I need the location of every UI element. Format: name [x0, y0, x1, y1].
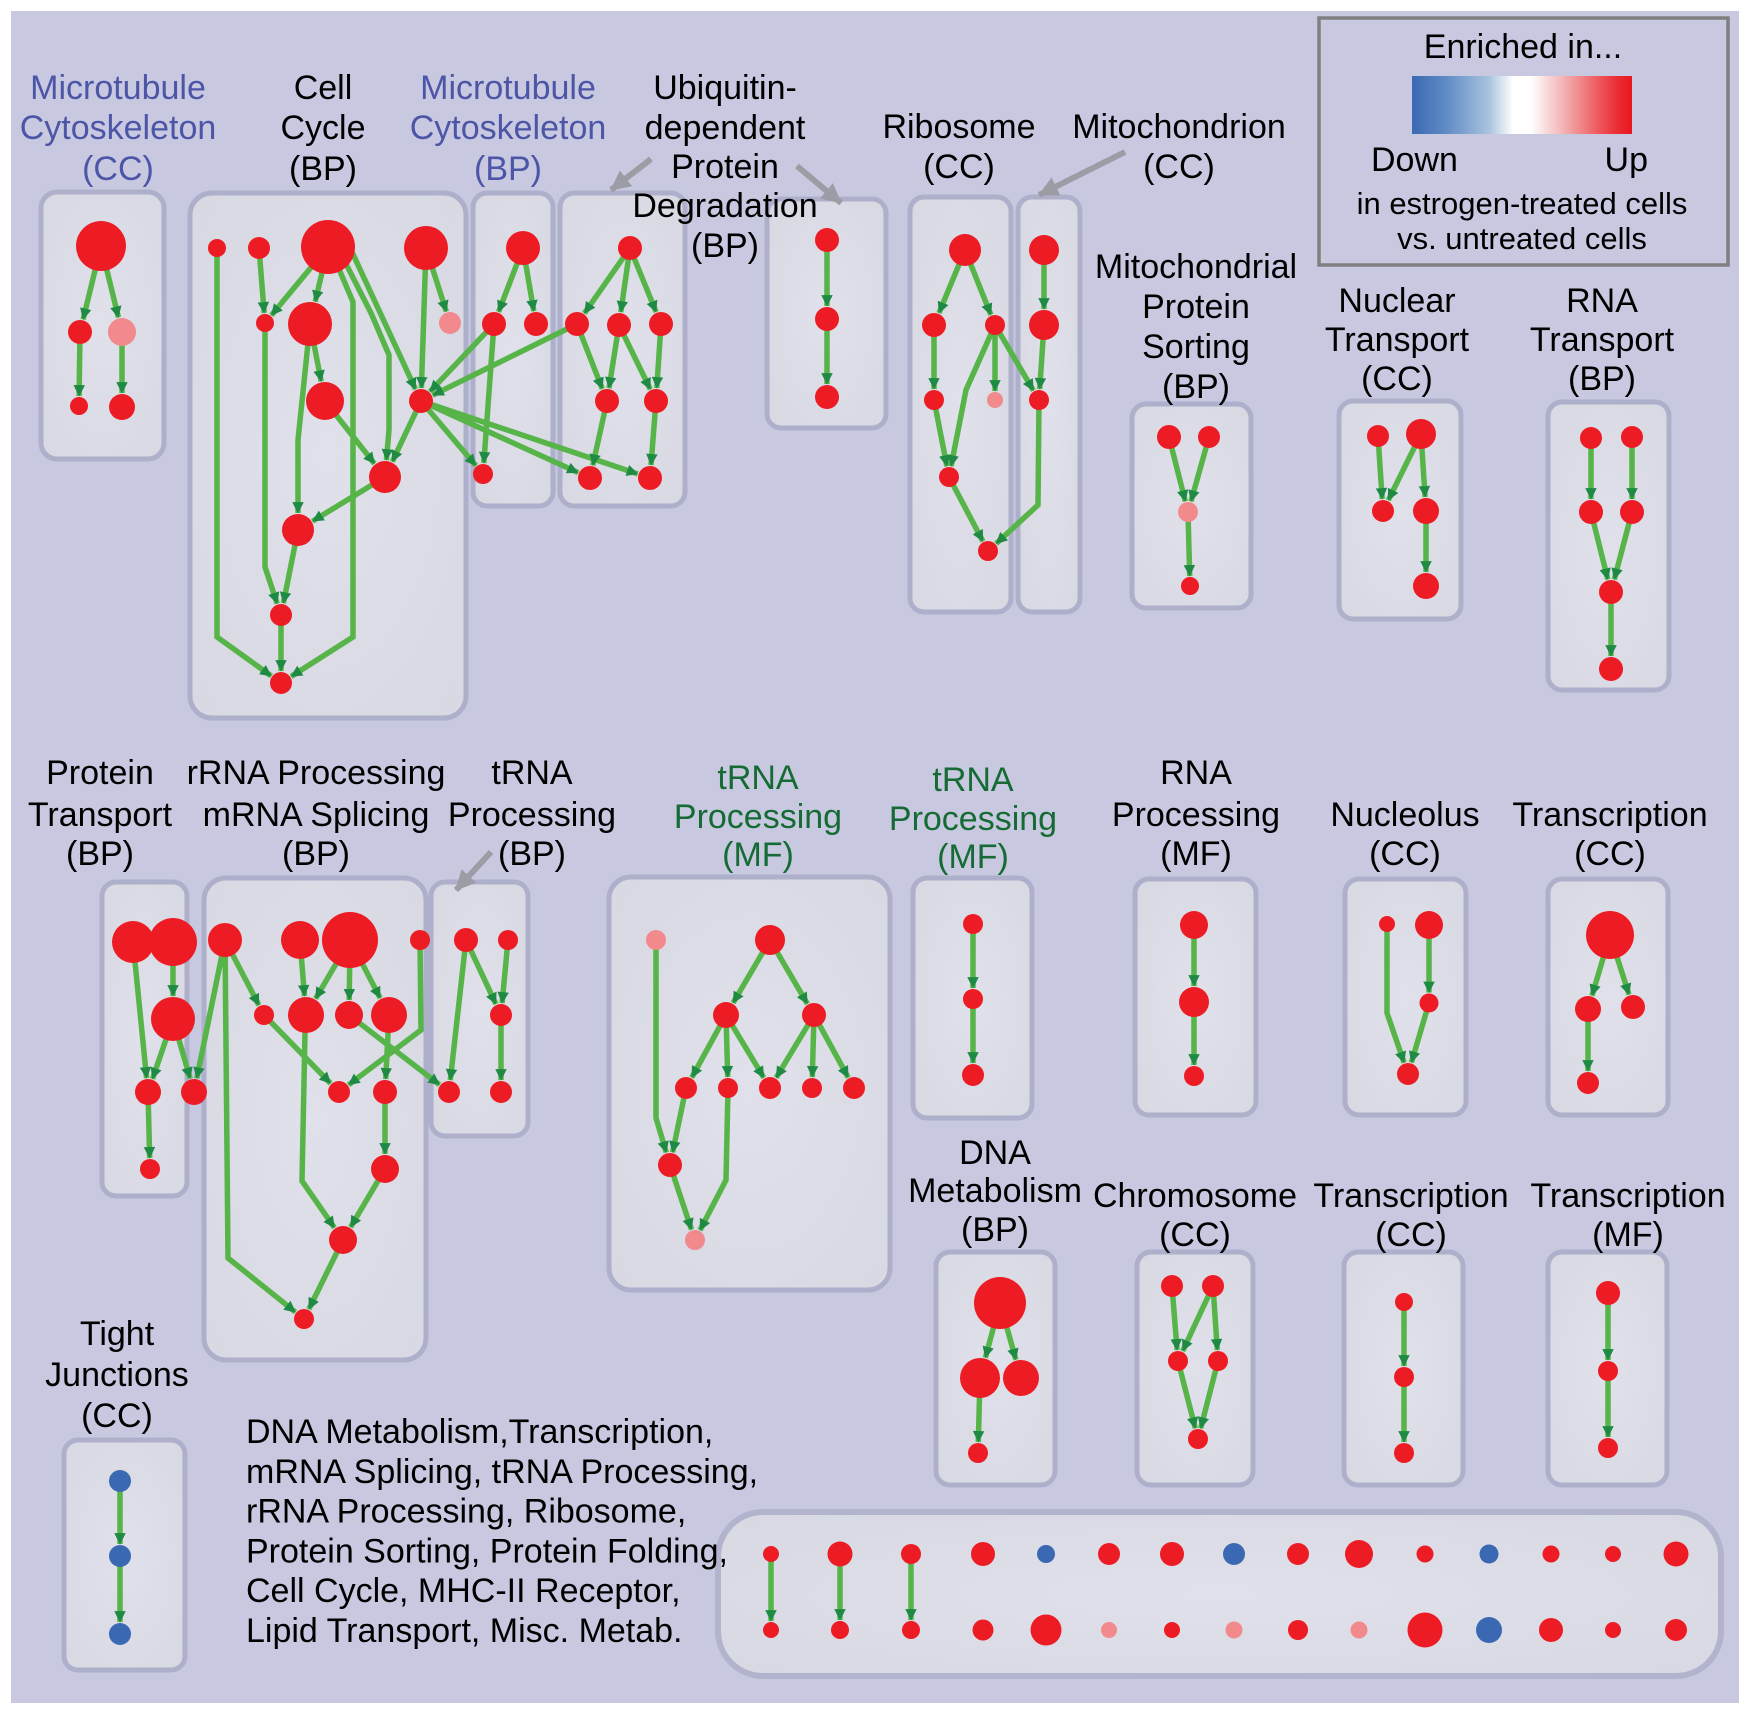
svg-text:(BP): (BP)	[282, 835, 350, 873]
svg-text:Protein: Protein	[671, 148, 779, 186]
svg-text:Processing: Processing	[674, 798, 842, 836]
svg-text:Sorting: Sorting	[1142, 328, 1250, 366]
svg-text:Protein: Protein	[1142, 288, 1250, 326]
svg-text:Ribosome: Ribosome	[882, 108, 1035, 146]
svg-text:Enriched in...: Enriched in...	[1424, 28, 1622, 66]
svg-text:Tight: Tight	[80, 1315, 155, 1353]
svg-text:(CC): (CC)	[923, 148, 995, 186]
svg-text:tRNA: tRNA	[932, 761, 1014, 799]
svg-text:Microtubule: Microtubule	[30, 69, 206, 107]
svg-text:Transport: Transport	[1530, 321, 1675, 359]
svg-text:rRNA Processing, Ribosome,: rRNA Processing, Ribosome,	[246, 1493, 686, 1531]
svg-text:(CC): (CC)	[1369, 835, 1441, 873]
svg-text:Cytoskeleton: Cytoskeleton	[20, 109, 217, 147]
svg-text:Protein Sorting, Protein Foldi: Protein Sorting, Protein Folding,	[246, 1532, 728, 1570]
svg-text:(MF): (MF)	[1160, 835, 1232, 873]
svg-text:Lipid Transport, Misc. Metab.: Lipid Transport, Misc. Metab.	[246, 1612, 683, 1650]
svg-text:(MF): (MF)	[722, 836, 794, 874]
svg-text:Metabolism: Metabolism	[908, 1172, 1082, 1210]
svg-text:DNA Metabolism,Transcription,: DNA Metabolism,Transcription,	[246, 1413, 713, 1451]
svg-text:Transcription: Transcription	[1530, 1177, 1725, 1215]
svg-text:Protein: Protein	[46, 754, 154, 792]
svg-text:Degradation: Degradation	[632, 187, 817, 225]
svg-text:(BP): (BP)	[691, 227, 759, 265]
svg-text:(BP): (BP)	[961, 1211, 1029, 1249]
svg-text:Nuclear: Nuclear	[1338, 282, 1455, 320]
svg-text:DNA: DNA	[959, 1134, 1031, 1172]
svg-text:(BP): (BP)	[289, 150, 357, 188]
svg-text:Cell Cycle, MHC-II Receptor,: Cell Cycle, MHC-II Receptor,	[246, 1572, 681, 1610]
svg-text:Cycle: Cycle	[280, 109, 365, 147]
svg-text:Up: Up	[1605, 141, 1648, 179]
svg-text:vs. untreated cells: vs. untreated cells	[1397, 221, 1647, 256]
svg-text:(CC): (CC)	[1143, 148, 1215, 186]
svg-text:(BP): (BP)	[498, 835, 566, 873]
svg-text:Transport: Transport	[1325, 321, 1470, 359]
svg-text:Transcription: Transcription	[1512, 796, 1707, 834]
svg-text:rRNA Processing: rRNA Processing	[187, 754, 446, 792]
svg-text:(CC): (CC)	[82, 150, 154, 188]
svg-text:(BP): (BP)	[1568, 360, 1636, 398]
svg-text:Junctions: Junctions	[45, 1356, 189, 1394]
svg-text:tRNA: tRNA	[717, 759, 799, 797]
svg-text:Processing: Processing	[448, 796, 616, 834]
svg-text:Mitochondrion: Mitochondrion	[1072, 108, 1286, 146]
svg-text:Transport: Transport	[28, 796, 173, 834]
svg-text:(CC): (CC)	[1159, 1216, 1231, 1254]
svg-text:Transcription: Transcription	[1313, 1177, 1508, 1215]
svg-text:mRNA Splicing: mRNA Splicing	[203, 796, 430, 834]
svg-text:Microtubule: Microtubule	[420, 69, 596, 107]
svg-text:(CC): (CC)	[1361, 360, 1433, 398]
svg-text:RNA: RNA	[1160, 754, 1232, 792]
svg-text:Processing: Processing	[1112, 796, 1280, 834]
svg-text:(CC): (CC)	[1574, 835, 1646, 873]
svg-text:Processing: Processing	[889, 800, 1057, 838]
svg-text:Cell: Cell	[294, 69, 353, 107]
svg-text:RNA: RNA	[1566, 282, 1638, 320]
svg-text:dependent: dependent	[645, 109, 806, 147]
svg-text:(MF): (MF)	[1592, 1216, 1664, 1254]
svg-text:mRNA Splicing, tRNA Processing: mRNA Splicing, tRNA Processing,	[246, 1453, 758, 1491]
svg-text:(MF): (MF)	[937, 838, 1009, 876]
svg-text:Nucleolus: Nucleolus	[1330, 796, 1479, 834]
svg-text:Chromosome: Chromosome	[1093, 1177, 1297, 1215]
svg-text:Down: Down	[1371, 141, 1458, 179]
svg-text:(BP): (BP)	[1162, 368, 1230, 406]
svg-text:(CC): (CC)	[81, 1397, 153, 1435]
svg-text:(BP): (BP)	[66, 835, 134, 873]
svg-text:in estrogen-treated cells: in estrogen-treated cells	[1357, 186, 1688, 221]
svg-text:Mitochondrial: Mitochondrial	[1095, 248, 1297, 286]
svg-text:Cytoskeleton: Cytoskeleton	[410, 109, 607, 147]
svg-text:(BP): (BP)	[474, 150, 542, 188]
svg-text:(CC): (CC)	[1375, 1216, 1447, 1254]
svg-text:tRNA: tRNA	[491, 754, 573, 792]
svg-text:Ubiquitin-: Ubiquitin-	[653, 69, 797, 107]
